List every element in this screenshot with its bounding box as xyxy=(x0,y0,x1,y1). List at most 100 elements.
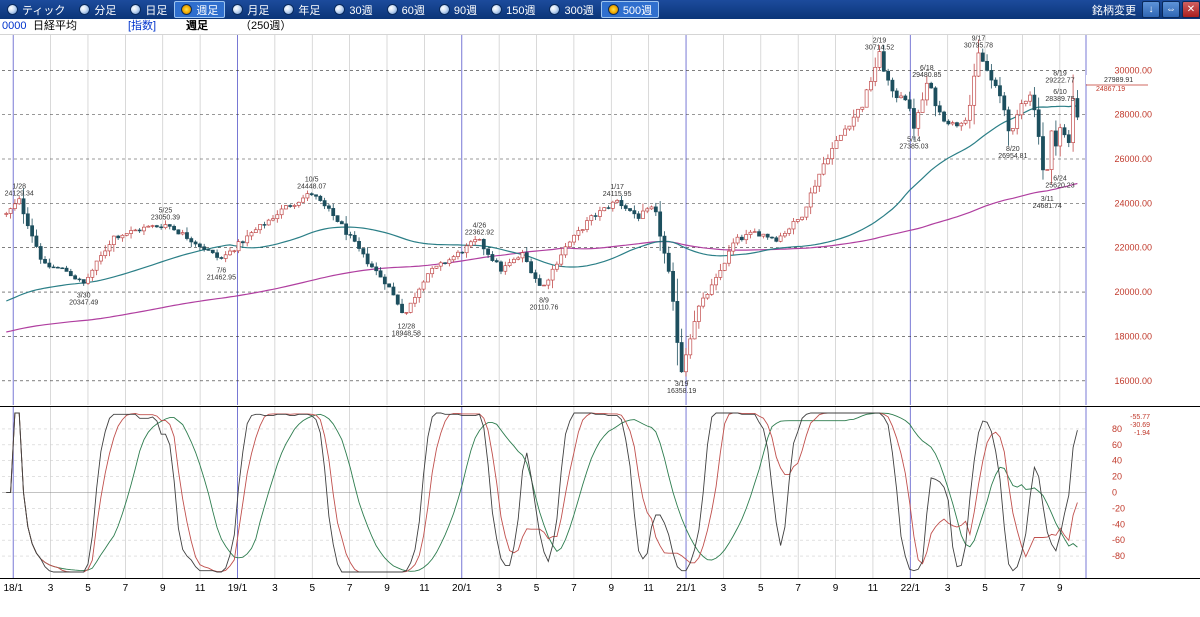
price-axis-tick-label: 16000.00 xyxy=(1114,376,1152,386)
minimize-button[interactable]: ↓ xyxy=(1142,1,1160,18)
annotation-date: 3/19 xyxy=(675,381,689,388)
candlestick xyxy=(567,241,572,248)
candlestick xyxy=(1045,169,1050,171)
candlestick xyxy=(1028,94,1032,102)
candlestick xyxy=(511,258,516,264)
candlestick xyxy=(202,246,207,250)
x-axis-tick-label: 11 xyxy=(643,583,654,594)
candlestick xyxy=(572,234,577,243)
x-axis-tick-label: 7 xyxy=(795,583,801,594)
candlestick xyxy=(167,224,172,227)
restore-button[interactable]: ⇔ xyxy=(1162,1,1180,18)
candlestick xyxy=(907,99,912,109)
toolbar-item-weekly[interactable]: 週足 xyxy=(174,1,226,18)
toolbar-item-daily[interactable]: 日足 xyxy=(123,0,174,19)
candlestick xyxy=(929,82,934,89)
close-button[interactable]: ✕ xyxy=(1182,1,1200,18)
candlestick xyxy=(959,122,964,127)
candlestick xyxy=(546,279,551,286)
candlestick xyxy=(684,354,688,373)
candlestick xyxy=(499,261,503,272)
toolbar-item-30w[interactable]: 30週 xyxy=(327,0,379,19)
candlestick xyxy=(817,173,822,187)
candlestick xyxy=(559,254,564,265)
radio-icon xyxy=(491,4,503,15)
ma-price-label: 24867.19 xyxy=(1096,86,1125,93)
candlestick xyxy=(279,208,284,216)
candlestick xyxy=(1066,134,1071,143)
candlestick xyxy=(344,223,349,235)
candlestick xyxy=(864,89,869,108)
candlestick xyxy=(1075,98,1080,118)
candlestick xyxy=(774,237,779,242)
candlestick xyxy=(709,284,714,295)
toolbar-item-label: 年足 xyxy=(298,4,321,17)
candlestick xyxy=(357,240,361,249)
rci-axis-labels: 80 60 40 20 0 -20 -40 -60 -80 xyxy=(1112,424,1125,561)
candlestick xyxy=(873,66,878,82)
toolbar-item-minute[interactable]: 分足 xyxy=(72,0,123,19)
candlestick xyxy=(490,254,495,261)
x-axis-tick-label: 3 xyxy=(496,583,502,594)
toolbar-item-tick[interactable]: ティック xyxy=(0,0,72,19)
candlestick xyxy=(1071,98,1075,143)
candlestick xyxy=(826,158,830,165)
candlestick xyxy=(890,79,895,92)
candlestick xyxy=(327,205,331,209)
symbol-info-bar: 0000 日経平均 [指数] 週足 （250週） xyxy=(0,19,1200,35)
x-axis-tick-label: 11 xyxy=(195,583,206,594)
toolbar-item-150w[interactable]: 150週 xyxy=(484,0,542,19)
candlestick xyxy=(318,195,323,201)
candlestick xyxy=(963,119,968,124)
candlestick xyxy=(782,233,787,237)
annotation-date: 6/18 xyxy=(920,65,934,72)
toolbar-item-90w[interactable]: 90週 xyxy=(432,0,484,19)
toolbar-item-500w[interactable]: 500週 xyxy=(600,1,660,18)
candlestick xyxy=(116,235,121,239)
price-axis-tick-label: 20000.00 xyxy=(1114,287,1152,297)
candlestick xyxy=(124,233,129,236)
candlestick xyxy=(81,279,86,284)
candlestick xyxy=(946,120,951,125)
change-symbol-label[interactable]: 銘柄変更 xyxy=(1092,4,1136,17)
candlestick xyxy=(800,216,804,220)
long-ma-line xyxy=(6,182,1078,333)
candlestick xyxy=(223,254,228,259)
candlestick xyxy=(1032,94,1037,111)
radio-icon xyxy=(549,4,561,15)
candlestick xyxy=(154,225,159,228)
candlestick xyxy=(473,239,478,243)
toolbar-item-label: ティック xyxy=(22,4,66,17)
rci-indicator-panel[interactable]: 80 60 40 20 0 -20 -40 -60 -80 -55.77 -30.69 -1.94 xyxy=(0,406,1200,579)
candlestick xyxy=(503,265,508,272)
price-axis-tick-label: 30000.00 xyxy=(1114,65,1152,75)
candlestick xyxy=(1049,130,1054,170)
candlestick xyxy=(137,229,142,232)
annotation-date: 7/6 xyxy=(217,268,227,275)
radio-icon xyxy=(607,4,619,15)
annotation-date: 6/24 xyxy=(1053,175,1067,182)
candlestick xyxy=(912,108,916,129)
price-axis-labels: 30000.00 28000.00 26000.00 24000.00 22000.00… xyxy=(1114,65,1152,386)
candlestick xyxy=(309,193,314,196)
x-axis-panel: 18/1 3 5 7 9 11 19/1 3 5 7 9 11 20/1 3 5 7 9 11 21/1 3 5 7 9 11… xyxy=(0,578,1200,617)
toolbar-item-label: 日足 xyxy=(145,4,168,17)
toolbar-item-label: 150週 xyxy=(506,4,536,17)
toolbar-item-monthly[interactable]: 月足 xyxy=(225,0,276,19)
candlestick xyxy=(606,207,611,209)
candlestick xyxy=(658,211,663,237)
x-axis-tick-label: 3 xyxy=(945,583,951,594)
candlestick xyxy=(464,245,469,254)
toolbar-item-300w[interactable]: 300週 xyxy=(542,0,600,19)
toolbar-item-60w[interactable]: 60週 xyxy=(380,0,432,19)
timeframe-toolbar: ティック 分足 日足 週足 月足 年足 30週 60週 xyxy=(0,0,1200,20)
toolbar-item-label: 月足 xyxy=(247,4,270,17)
candlestick xyxy=(886,70,891,81)
annotation-value: 29222.77 xyxy=(1045,78,1074,85)
candlestick xyxy=(752,231,757,233)
candlestick xyxy=(421,281,426,290)
candlestick xyxy=(365,253,370,265)
toolbar-item-yearly[interactable]: 年足 xyxy=(276,0,327,19)
price-chart-panel[interactable]: 1/28 24129.34 5/25 23050.39 7/6 21462.95 3/30 2… xyxy=(0,35,1200,405)
annotation-value: 26954.81 xyxy=(998,153,1027,160)
